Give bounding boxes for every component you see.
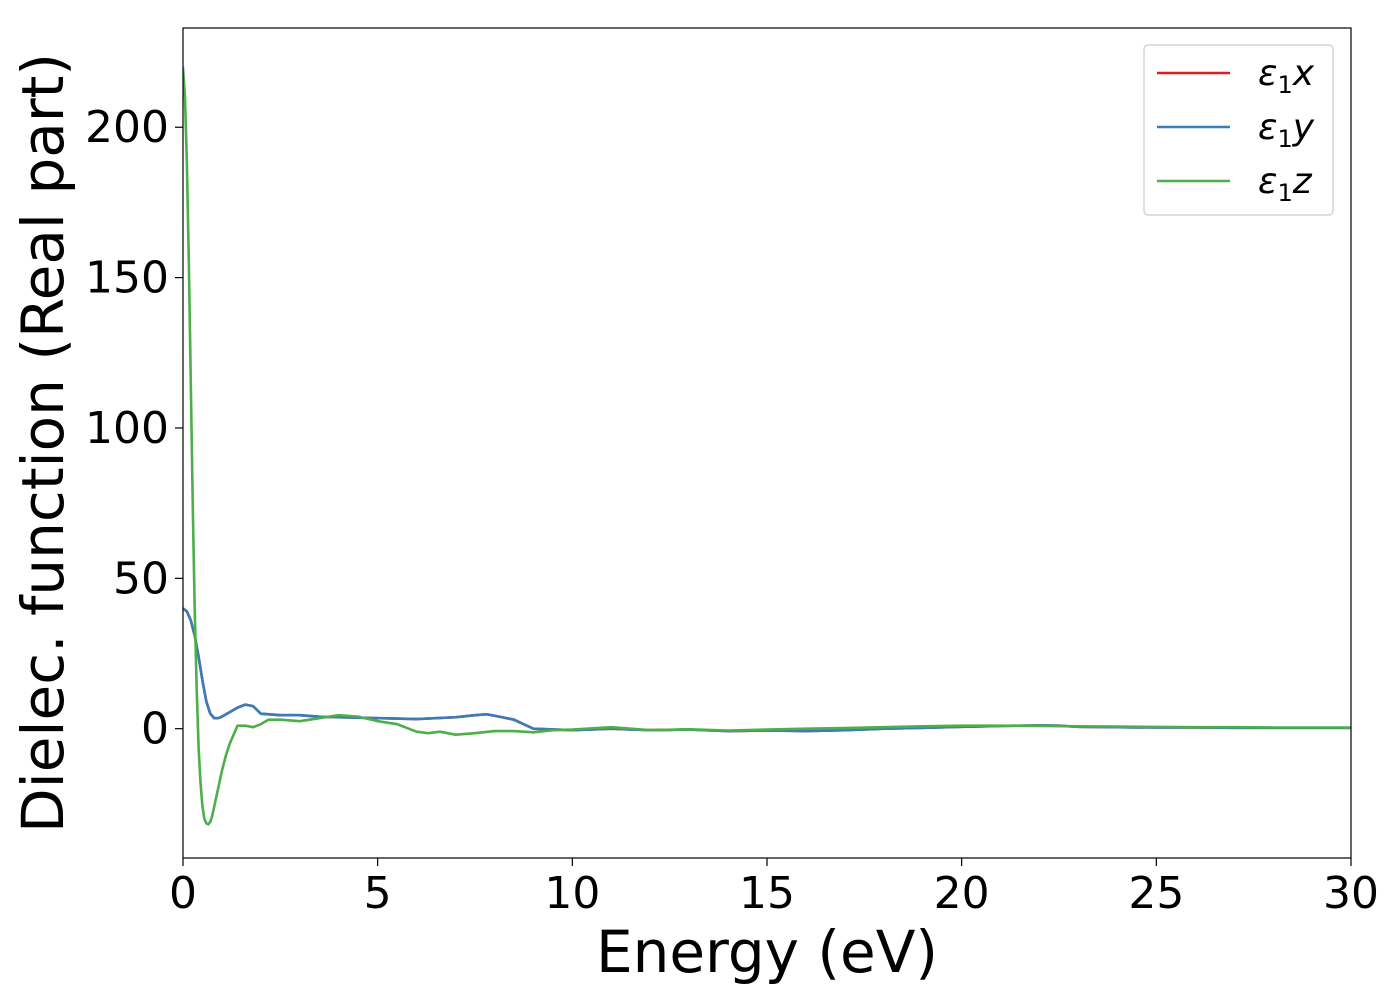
- x-axis: 0 5 10 15 20 25 30: [169, 858, 1379, 919]
- y-tick-label: 150: [85, 253, 169, 304]
- series-line-y: [183, 607, 1351, 733]
- x-tick-label: 25: [1128, 868, 1184, 919]
- x-axis-title: Energy (eV): [596, 918, 938, 986]
- y-tick-label: 100: [85, 403, 169, 454]
- legend-label-x: ε1x: [1258, 53, 1315, 99]
- y-tick-label: 0: [141, 704, 169, 755]
- legend-symbol: ε: [1258, 107, 1277, 148]
- legend-subscript: 1: [1277, 125, 1292, 153]
- legend-box: [1143, 44, 1334, 216]
- series-line-x: [183, 607, 1351, 733]
- y-tick-label: 50: [113, 553, 169, 604]
- x-tick-label: 15: [739, 868, 795, 919]
- x-tick-label: 0: [169, 868, 197, 919]
- legend-symbol: ε: [1258, 161, 1277, 202]
- series-line-z: [183, 67, 1351, 826]
- legend-label-z: ε1z: [1258, 161, 1313, 207]
- x-tick-label: 10: [544, 868, 600, 919]
- x-tick-label: 20: [934, 868, 990, 919]
- y-tick-label: 200: [85, 102, 169, 153]
- y-axis: 0 50 100 150 200: [85, 102, 183, 755]
- legend-component: x: [1292, 53, 1315, 94]
- series-layer: [183, 67, 1351, 826]
- x-tick-label: 30: [1323, 868, 1379, 919]
- legend-component: z: [1292, 161, 1313, 202]
- legend-symbol: ε: [1258, 53, 1277, 94]
- legend-subscript: 1: [1277, 71, 1292, 99]
- legend-label-y: ε1y: [1258, 107, 1315, 153]
- legend-subscript: 1: [1277, 179, 1292, 207]
- legend-component: y: [1292, 107, 1315, 148]
- y-axis-title: Dielec. function (Real part): [9, 53, 77, 833]
- x-tick-label: 5: [364, 868, 392, 919]
